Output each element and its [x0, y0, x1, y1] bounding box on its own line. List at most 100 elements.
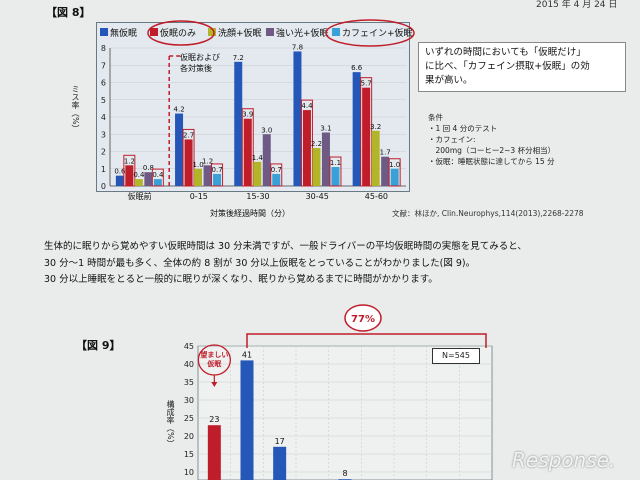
cond-line-3: 200mg（コーヒー2~3 杯分相当） [428, 146, 556, 155]
y-tick-label: 0 [101, 182, 106, 191]
highlight-label-line: 望ましい [200, 350, 228, 359]
body-line-2: 30 分～1 時間が最も多く、全体の約 8 割が 30 分以上仮眠をとっているこ… [44, 258, 476, 269]
bar-value-label: 17 [275, 437, 285, 446]
bar-value-label: 41 [242, 350, 252, 359]
cond-title: 条件 [428, 113, 443, 122]
bar-4-4 [390, 168, 399, 186]
figure8-xlabel: 対策後経過時間（分） [210, 209, 290, 218]
bar-3-4 [381, 156, 390, 186]
bar-3-2 [262, 134, 271, 186]
bar-value-label: 2.7 [183, 131, 194, 139]
bar-value-label: 1.2 [124, 157, 135, 165]
bar-4-0 [153, 179, 162, 186]
bar-0-4 [352, 72, 361, 186]
highlight-frame [211, 163, 224, 187]
bar-value-label: 1.0 [389, 161, 400, 169]
figure8-label: 【図 8】 [46, 6, 91, 19]
figure8-annotation: 仮眠および 各対策後 [180, 53, 220, 73]
y-tick-label: 8 [101, 44, 106, 53]
bar-1-4 [362, 87, 371, 186]
bar-4-3 [331, 167, 340, 186]
bar-2-4 [371, 130, 380, 186]
highlight-arrow-head [211, 382, 218, 387]
callout-line-1: いずれの時間においても「仮眠だけ」 [425, 47, 586, 58]
legend-item-nap-only: 仮眠のみ [150, 25, 196, 39]
bar-0-0 [115, 175, 124, 186]
highlight-frame [123, 154, 136, 187]
bar-4-2 [272, 173, 281, 186]
highlight-frame [270, 163, 283, 187]
bar-0-1 [175, 113, 184, 186]
figure8-callout: いずれの時間においても「仮眠だけ」 に比べ、「カフェイン摂取+仮眠」の効 果が高… [418, 42, 626, 92]
bar-value-label: 3.0 [261, 126, 272, 134]
bar-value-label: 0.8 [143, 164, 154, 172]
bracket-line [246, 333, 487, 348]
y-tick-label: 4 [101, 113, 106, 122]
bar-value-label: 0.6 [114, 168, 126, 176]
x-tick-label: 45-60 [365, 192, 388, 201]
bar-value-label: 3.2 [370, 123, 381, 131]
bar-3-1 [203, 165, 212, 186]
bar-value-label: 8 [342, 469, 347, 478]
figure8-source: 文献：林ほか, Clin.Neurophys,114(2013),2268-22… [392, 209, 584, 218]
y-tick-label: 35 [184, 378, 194, 387]
x-tick-label: 30-45 [306, 192, 329, 201]
x-tick-label: 仮眠前 [128, 191, 152, 201]
legend-item-caffeine: カフェイン+仮眠 [332, 25, 413, 39]
bar-value-label: 1.1 [330, 159, 341, 167]
bar-value-label: 4.2 [174, 106, 185, 114]
bar-0-2 [234, 61, 243, 186]
bar-1-2 [243, 118, 252, 186]
bar-2 [273, 446, 287, 480]
highlight-frame [182, 128, 195, 187]
figure8-bar-chart: 0123456780.61.20.40.80.4仮眠前4.22.71.01.20… [101, 43, 406, 201]
legend-nap-only-ellipse [147, 20, 215, 46]
bar-3-0 [144, 172, 153, 186]
bar-value-label: 1.0 [193, 161, 204, 169]
bar-value-label: 7.2 [233, 54, 244, 62]
y-tick-label: 1 [101, 165, 106, 174]
y-tick-label: 25 [184, 414, 194, 423]
cond-line-4: ・仮眠：睡眠状態に達してから 15 分 [428, 157, 555, 166]
highlight-label-line: 仮眠 [206, 359, 221, 368]
bar-0 [207, 425, 221, 480]
bar-value-label: 4.4 [301, 102, 313, 110]
bar-1 [240, 360, 254, 480]
bar-value-label: 0.7 [212, 166, 223, 174]
bar-value-label: 5.7 [361, 80, 372, 88]
highlight-frame [388, 158, 401, 187]
cond-line-2: ・カフェイン: [428, 135, 476, 144]
bar-2-0 [134, 179, 143, 186]
bar-value-label: 6.6 [351, 64, 363, 72]
highlight-frame [300, 99, 313, 187]
y-tick-label: 30 [184, 396, 194, 405]
x-tick-label: 0-15 [190, 192, 208, 201]
figure8-conditions: 条件 ・1 回 4 分のテスト ・カフェイン: 200mg（コーヒー2~3 杯分… [428, 112, 628, 167]
callout-line-3: 果が高い。 [425, 75, 473, 86]
y-tick-label: 10 [184, 468, 194, 477]
bracket-ellipse [344, 304, 382, 332]
bar-2-3 [312, 148, 321, 186]
y-tick-label: 2 [101, 148, 106, 157]
figure9-label: 【図 9】 [76, 339, 121, 352]
figure8-ylabel: ミス率（%） [71, 85, 80, 133]
y-tick-label: 20 [184, 432, 194, 441]
bar-value-label: 0.4 [152, 171, 164, 179]
legend-item-no-nap: 無仮眠 [100, 25, 137, 39]
bar-value-label: 1.2 [202, 157, 213, 165]
y-tick-label: 40 [184, 360, 194, 369]
bar-1-0 [125, 165, 134, 186]
bar-3-3 [321, 132, 330, 186]
figure9-ylabel: 構成率（%） [166, 400, 175, 448]
bar-value-label: 0.7 [271, 166, 282, 174]
bar-value-label: 2.2 [311, 140, 322, 148]
bar-1-3 [302, 110, 311, 186]
highlight-frame [329, 156, 342, 187]
legend-item-bright-light: 強い光+仮眠 [266, 25, 329, 39]
bar-2-2 [253, 161, 262, 186]
bar-0-3 [293, 51, 302, 187]
y-tick-label: 7 [101, 61, 106, 70]
bar-value-label: 1.4 [252, 154, 264, 162]
